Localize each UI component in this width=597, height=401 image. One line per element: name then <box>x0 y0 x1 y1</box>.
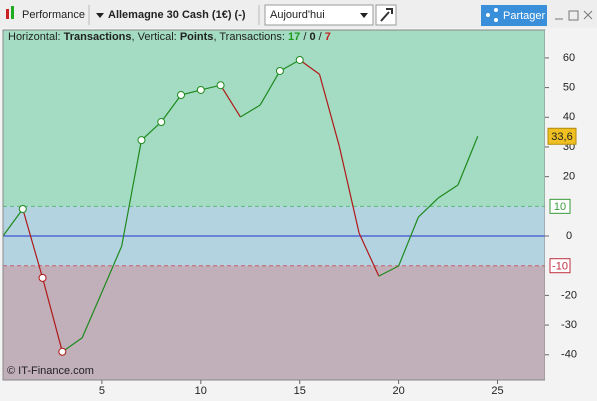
dropdown-arrow[interactable] <box>96 13 104 18</box>
line-segment <box>22 208 44 279</box>
x-tick-label: 10 <box>195 385 207 397</box>
line-segment <box>398 216 419 267</box>
trade-marker <box>177 91 186 100</box>
line-segment <box>299 59 320 75</box>
neutral: 0 <box>309 31 315 43</box>
watermark: © IT-Finance.com <box>7 365 94 377</box>
x-tick-label: 15 <box>294 385 306 397</box>
threshold-label: 10 <box>554 201 566 213</box>
trade-marker <box>196 85 205 94</box>
x-tick-label: 20 <box>392 385 404 397</box>
info-text: Points <box>180 31 214 43</box>
current-value-label: 33,6 <box>551 131 572 143</box>
info-text: Transactions <box>64 31 132 43</box>
y-tick-label: 50 <box>563 81 575 93</box>
period[interactable]: Aujourd'hui <box>270 9 325 21</box>
line-segment <box>259 70 281 106</box>
threshold-box <box>549 258 571 274</box>
maximize[interactable] <box>568 10 579 21</box>
x-tick-label: 5 <box>99 385 105 397</box>
wins: 17 <box>288 31 300 43</box>
line-segment <box>457 136 479 186</box>
axis-panel <box>545 30 597 400</box>
wrench-icon <box>380 8 393 22</box>
info-text: , Vertical: <box>132 31 177 43</box>
losses: 7 <box>325 31 331 43</box>
y-tick-label: -20 <box>561 289 577 301</box>
y-tick-label: -40 <box>561 349 577 361</box>
trade-marker <box>58 347 67 356</box>
trade-marker <box>18 205 27 214</box>
share-icon <box>494 8 498 12</box>
y-tick-label: 60 <box>563 52 575 64</box>
current-value-box <box>547 127 577 145</box>
line-segment <box>61 337 83 353</box>
info-line: Horizontal: Transactions, Vertical: Poin… <box>8 31 331 43</box>
info-text: Horizontal: <box>8 31 61 43</box>
threshold-box <box>549 198 571 214</box>
trade-marker <box>38 273 47 282</box>
period-select[interactable] <box>264 4 374 26</box>
line-segment <box>417 197 439 218</box>
icon <box>6 9 9 19</box>
share-label[interactable]: Partager <box>503 10 546 22</box>
trade-marker <box>157 118 166 127</box>
trade-marker <box>295 55 304 64</box>
line-segment <box>220 84 241 118</box>
line-segment <box>141 121 162 141</box>
trade-marker <box>216 81 225 90</box>
plot <box>2 30 545 380</box>
upper-zone <box>3 30 545 207</box>
panel-title[interactable]: Performance <box>22 9 85 21</box>
x-tick-label: 25 <box>491 385 503 397</box>
line-segment <box>41 277 63 352</box>
y-tick-label: 20 <box>563 171 575 183</box>
line-segment <box>378 265 399 277</box>
dropdown-arrow[interactable] <box>360 13 368 18</box>
y-tick-label: 40 <box>563 111 575 123</box>
trade-marker <box>275 66 284 75</box>
share-icon <box>486 13 490 17</box>
line-segment <box>2 208 24 237</box>
lower-zone <box>3 265 545 380</box>
threshold-label: -10 <box>552 261 568 273</box>
line-segment <box>240 104 261 118</box>
share-icon <box>494 18 498 22</box>
line-segment <box>358 232 380 277</box>
y-tick-label: -30 <box>561 319 577 331</box>
icon <box>11 6 14 19</box>
line-segment <box>121 140 143 247</box>
y-tick-label: 0 <box>566 230 572 242</box>
line-segment <box>160 94 182 123</box>
instrument[interactable]: Allemagne 30 Cash (1€) (-) <box>108 9 246 21</box>
info-text: , Transactions: <box>213 31 285 43</box>
line-segment <box>338 145 360 234</box>
line-segment <box>81 291 103 339</box>
line-segment <box>437 184 459 199</box>
line-segment <box>101 245 123 293</box>
trade-marker <box>137 136 146 145</box>
close[interactable] <box>583 10 593 20</box>
line-segment <box>318 74 340 147</box>
